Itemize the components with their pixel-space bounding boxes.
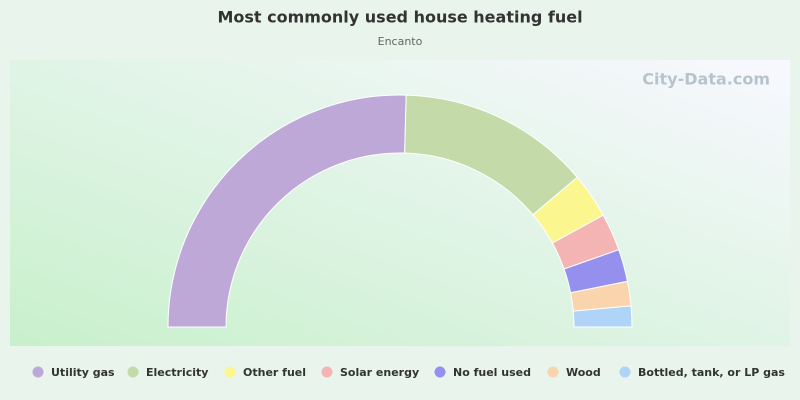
legend: Utility gas Electricity Other fuel Solar en… <box>32 366 785 379</box>
legend-label: Wood <box>566 366 601 379</box>
legend-swatch <box>434 366 446 378</box>
slices <box>167 94 633 328</box>
legend-swatch <box>127 366 139 378</box>
legend-swatch <box>547 366 559 378</box>
legend-label: Bottled, tank, or LP gas <box>638 366 785 379</box>
watermark: City-Data.com <box>642 70 770 89</box>
chart-subtitle: Encanto <box>378 35 423 48</box>
legend-swatch <box>224 366 236 378</box>
slice <box>572 305 633 328</box>
legend-label: Electricity <box>146 366 208 379</box>
legend-swatch <box>321 366 333 378</box>
legend-label: Solar energy <box>340 366 419 379</box>
legend-swatch <box>32 366 44 378</box>
legend-swatch <box>619 366 631 378</box>
legend-label: No fuel used <box>453 366 531 379</box>
legend-label: Other fuel <box>243 366 306 379</box>
chart-title: Most commonly used house heating fuel <box>217 8 582 27</box>
legend-label: Utility gas <box>51 366 115 379</box>
